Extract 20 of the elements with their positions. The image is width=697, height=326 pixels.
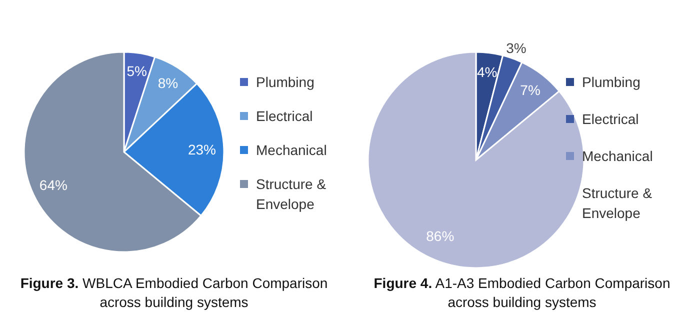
text: Figure 4. <box>374 275 432 291</box>
legend-label: Plumbing <box>582 74 640 90</box>
data-label: 4% <box>476 64 498 80</box>
slice-label: Structure & Envelope <box>582 185 653 221</box>
data-label: 3% <box>506 40 526 56</box>
data-label: 23% <box>188 142 216 158</box>
data-label: 64% <box>39 177 68 194</box>
legend-label: Electrical <box>582 111 639 127</box>
data-label: 86% <box>426 228 454 244</box>
legend-label: Plumbing <box>256 74 314 90</box>
data-label: 8% <box>158 74 178 91</box>
legend-label: Electrical <box>256 108 313 124</box>
text: Figure 3. <box>20 275 79 291</box>
legend-label: Mechanical <box>582 148 653 164</box>
text: A1-A3 Embodied Carbon Comparison across building systems <box>434 275 670 310</box>
data-label: 5% <box>126 63 147 80</box>
data-label: 7% <box>520 82 540 98</box>
legend-label: Mechanical <box>256 142 327 158</box>
legend-label: Structure & Envelope <box>256 176 327 212</box>
text: WBLCA Embodied Carbon Comparison across building systems <box>82 275 328 310</box>
